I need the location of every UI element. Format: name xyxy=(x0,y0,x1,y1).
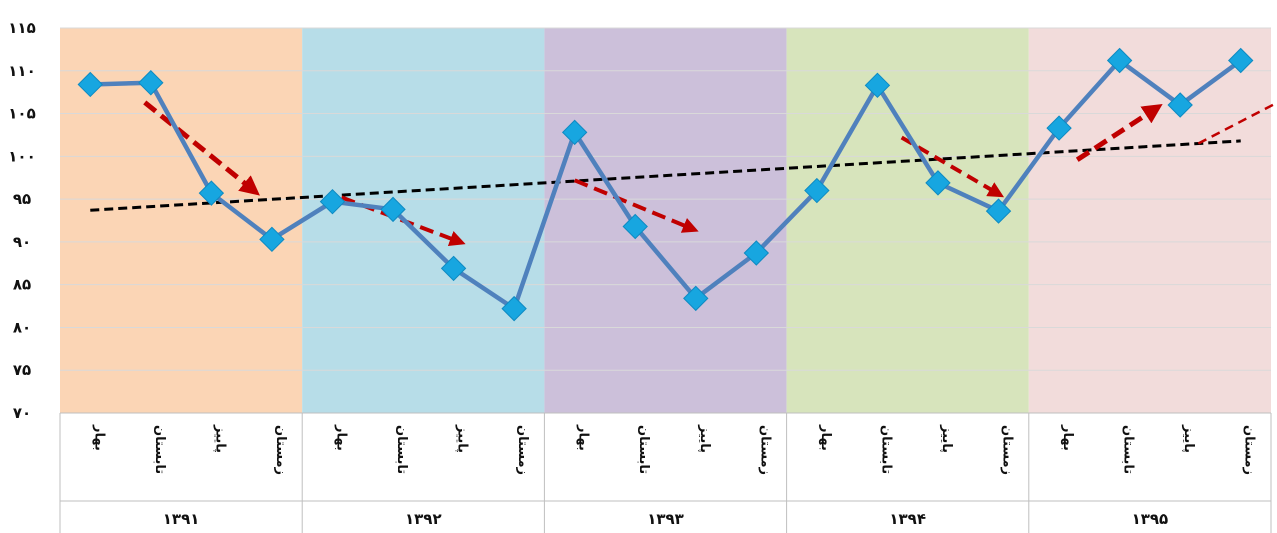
season-label: بهار xyxy=(333,424,348,451)
season-label: زمستان xyxy=(1000,425,1015,475)
y-tick-label: ۱۰۰ xyxy=(8,147,35,165)
y-tick-label: ۷۵ xyxy=(13,361,31,379)
data-point xyxy=(1228,47,1254,74)
season-label: پاییز xyxy=(1181,424,1196,453)
data-point xyxy=(925,170,951,196)
series-line xyxy=(90,58,1243,311)
season-label: تابستان xyxy=(394,425,409,474)
season-label: پاییز xyxy=(939,424,954,453)
trendline-dashed xyxy=(90,139,1241,212)
y-tick-label: ۱۰۵ xyxy=(8,105,35,123)
y-tick-label: ۱۱۵ xyxy=(8,19,35,37)
y-axis: ۷۰ ۷۵ ۸۰ ۸۵ ۹۰ ۹۵ ۱۰۰ ۱۰۵ ۱۱۰ ۱۱۵ xyxy=(8,19,35,422)
season-label: پاییز xyxy=(455,424,470,453)
data-point xyxy=(985,198,1012,224)
data-point xyxy=(501,295,527,322)
season-label: بهار xyxy=(91,424,106,451)
y-tick-label: ۷۰ xyxy=(13,404,31,422)
data-point xyxy=(440,255,467,282)
year-band xyxy=(786,28,1029,413)
data-point xyxy=(864,72,891,99)
season-label: پاییز xyxy=(212,424,227,453)
trend-arrow xyxy=(1197,101,1277,145)
data-point xyxy=(259,226,285,253)
gridlines xyxy=(60,27,1271,414)
data-point xyxy=(77,71,103,98)
season-label: پاییز xyxy=(697,424,712,453)
trend-arrow xyxy=(573,178,699,233)
data-point xyxy=(683,285,709,312)
season-label: تابستان xyxy=(636,425,651,474)
data-point xyxy=(138,70,164,96)
season-label: تابستان xyxy=(878,425,893,474)
data-point xyxy=(804,177,830,204)
year-label: ۱۳۹۳ xyxy=(647,510,684,528)
x-axis: بهار تابستان پاییز زمستان بهار تابستان پاییز زم… xyxy=(59,412,1272,533)
season-label: تابستان xyxy=(152,425,167,474)
y-tick-label: ۹۰ xyxy=(13,233,31,251)
y-tick-label: ۸۰ xyxy=(13,318,31,336)
year-label: ۱۳۹۱ xyxy=(163,510,200,528)
trend-arrow xyxy=(143,100,260,196)
year-band xyxy=(60,28,303,413)
season-label: بهار xyxy=(1060,424,1075,451)
y-tick-label: ۸۵ xyxy=(13,276,31,294)
year-label: ۱۳۹۵ xyxy=(1132,510,1169,528)
season-label: تابستان xyxy=(1121,425,1136,474)
year-band xyxy=(544,28,787,413)
year-bands xyxy=(60,28,1271,413)
data-point xyxy=(198,180,225,206)
season-label: زمستان xyxy=(515,425,530,475)
year-label: ۱۳۹۲ xyxy=(405,510,442,528)
trendline xyxy=(90,139,1241,212)
series-line-path xyxy=(90,58,1243,311)
data-point xyxy=(319,188,346,215)
data-point xyxy=(380,196,406,223)
data-point xyxy=(743,240,770,266)
season-label: بهار xyxy=(576,424,591,451)
data-point xyxy=(1167,92,1193,118)
y-tick-label: ۹۵ xyxy=(13,190,31,208)
season-label: زمستان xyxy=(757,425,772,475)
data-markers xyxy=(77,47,1254,322)
data-point xyxy=(1046,115,1072,141)
year-label: ۱۳۹۴ xyxy=(889,510,926,528)
y-tick-label: ۱۱۰ xyxy=(8,62,35,80)
trend-arrow xyxy=(1075,104,1163,162)
data-point xyxy=(622,213,648,240)
year-band xyxy=(302,28,545,413)
data-point xyxy=(1106,47,1133,74)
season-label: بهار xyxy=(818,424,833,451)
season-label: زمستان xyxy=(1242,425,1257,475)
season-label: زمستان xyxy=(273,425,288,475)
year-band xyxy=(1028,28,1271,413)
data-point xyxy=(561,119,588,146)
